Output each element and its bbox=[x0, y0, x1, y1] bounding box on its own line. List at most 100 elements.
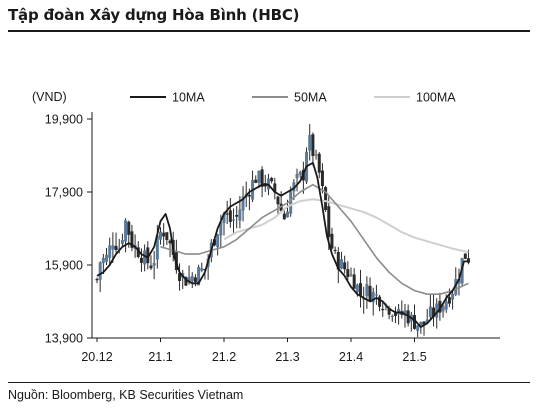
candle-body bbox=[336, 251, 340, 270]
candle-body bbox=[219, 222, 223, 236]
candle-body bbox=[422, 321, 426, 325]
candle-body bbox=[355, 284, 359, 293]
candle-body bbox=[98, 262, 102, 280]
x-tick-label: 21.2 bbox=[212, 350, 236, 364]
legend: 10MA 50MA 100MA bbox=[130, 91, 456, 105]
y-unit-label: (VND) bbox=[32, 90, 67, 104]
candle-body bbox=[159, 231, 162, 240]
ma100-line bbox=[223, 198, 469, 254]
candle-body bbox=[416, 325, 420, 331]
candle-body bbox=[365, 284, 369, 297]
candle-body bbox=[149, 265, 153, 269]
candle-body bbox=[95, 279, 99, 281]
candle-body bbox=[286, 211, 289, 218]
candle-body bbox=[451, 293, 455, 300]
source-note: Nguồn: Bloomberg, KB Securities Vietnam bbox=[8, 388, 244, 402]
candle-body bbox=[403, 310, 407, 316]
candles-group bbox=[95, 124, 470, 338]
candle-body bbox=[190, 276, 194, 282]
candle-body bbox=[444, 301, 448, 310]
candle-body bbox=[435, 303, 439, 318]
candle-body bbox=[228, 210, 232, 222]
candle-body bbox=[200, 268, 204, 271]
legend-label: 100MA bbox=[416, 91, 456, 105]
candle-body bbox=[270, 178, 274, 182]
x-tick-label: 20.12 bbox=[81, 350, 112, 364]
candle-body bbox=[162, 232, 166, 237]
candle-body bbox=[368, 285, 372, 302]
candle-body bbox=[419, 321, 423, 327]
title-rule bbox=[8, 30, 530, 32]
candle-body bbox=[222, 213, 226, 224]
candle-body bbox=[139, 257, 143, 263]
y-tick-label: 15,900 bbox=[45, 259, 83, 273]
candle-body bbox=[387, 307, 391, 315]
candle-body bbox=[165, 232, 169, 241]
candle-body bbox=[127, 221, 131, 235]
candle-body bbox=[232, 219, 236, 221]
candle-body bbox=[216, 234, 220, 248]
candle-body bbox=[330, 233, 334, 249]
candle-body bbox=[197, 266, 201, 286]
candle-body bbox=[282, 213, 286, 220]
candle-body bbox=[101, 257, 105, 264]
candle-body bbox=[413, 315, 416, 329]
candle-body bbox=[314, 154, 318, 156]
candle-body bbox=[447, 297, 451, 304]
source-rule bbox=[8, 382, 530, 383]
candle-body bbox=[352, 274, 356, 289]
candle-body bbox=[124, 220, 128, 242]
candle-body bbox=[333, 249, 337, 252]
candle-body bbox=[425, 319, 429, 323]
candle-body bbox=[155, 235, 159, 260]
candle-body bbox=[298, 171, 302, 175]
legend-label: 50MA bbox=[294, 91, 327, 105]
candle-body bbox=[254, 179, 258, 183]
moving-average-lines bbox=[96, 161, 469, 328]
candle-body bbox=[381, 308, 385, 311]
candle-body bbox=[308, 135, 312, 151]
axes-group: (VND) 13,900 15,900 17,900 19,900 20.12 21.1 21… bbox=[32, 90, 500, 364]
candle-body bbox=[374, 294, 378, 296]
candle-body bbox=[225, 213, 229, 215]
candle-body bbox=[114, 245, 118, 251]
candle-body bbox=[339, 259, 343, 269]
candle-body bbox=[273, 183, 277, 193]
candle-body bbox=[359, 283, 363, 296]
candle-body bbox=[120, 239, 124, 244]
candle-body bbox=[463, 253, 467, 259]
candle-body bbox=[130, 231, 134, 248]
candle-body bbox=[438, 300, 442, 313]
candle-body bbox=[143, 250, 147, 265]
y-tick-label: 17,900 bbox=[45, 186, 83, 200]
y-tick-label: 13,900 bbox=[45, 332, 83, 346]
candle-body bbox=[454, 278, 458, 295]
candle-body bbox=[371, 291, 375, 303]
candle-body bbox=[241, 196, 245, 211]
candle-body bbox=[235, 214, 239, 217]
candle-body bbox=[276, 196, 280, 205]
candle-body bbox=[346, 269, 350, 277]
x-tick-label: 21.1 bbox=[148, 350, 172, 364]
candle-body bbox=[111, 245, 115, 250]
legend-label: 10MA bbox=[172, 91, 205, 105]
candle-body bbox=[311, 134, 315, 156]
candle-body bbox=[108, 245, 112, 258]
candle-body bbox=[152, 262, 156, 266]
candle-body bbox=[238, 209, 242, 221]
chart-title: Tập đoàn Xây dựng Hòa Bình (HBC) bbox=[8, 6, 300, 24]
candle-body bbox=[295, 173, 299, 179]
x-tick-label: 21.3 bbox=[275, 350, 299, 364]
candle-body bbox=[432, 307, 436, 317]
candle-body bbox=[441, 305, 445, 312]
stock-chart: (VND) 13,900 15,900 17,900 19,900 20.12 21.1 21… bbox=[32, 90, 500, 364]
candle-body bbox=[343, 262, 347, 270]
candle-body bbox=[390, 315, 394, 318]
y-tick-label: 19,900 bbox=[45, 113, 83, 127]
candle-body bbox=[292, 182, 296, 192]
candle-body bbox=[320, 170, 324, 187]
candle-body bbox=[178, 273, 182, 281]
candle-body bbox=[289, 191, 293, 214]
candle-body bbox=[146, 247, 150, 264]
ma10-line bbox=[96, 161, 469, 328]
